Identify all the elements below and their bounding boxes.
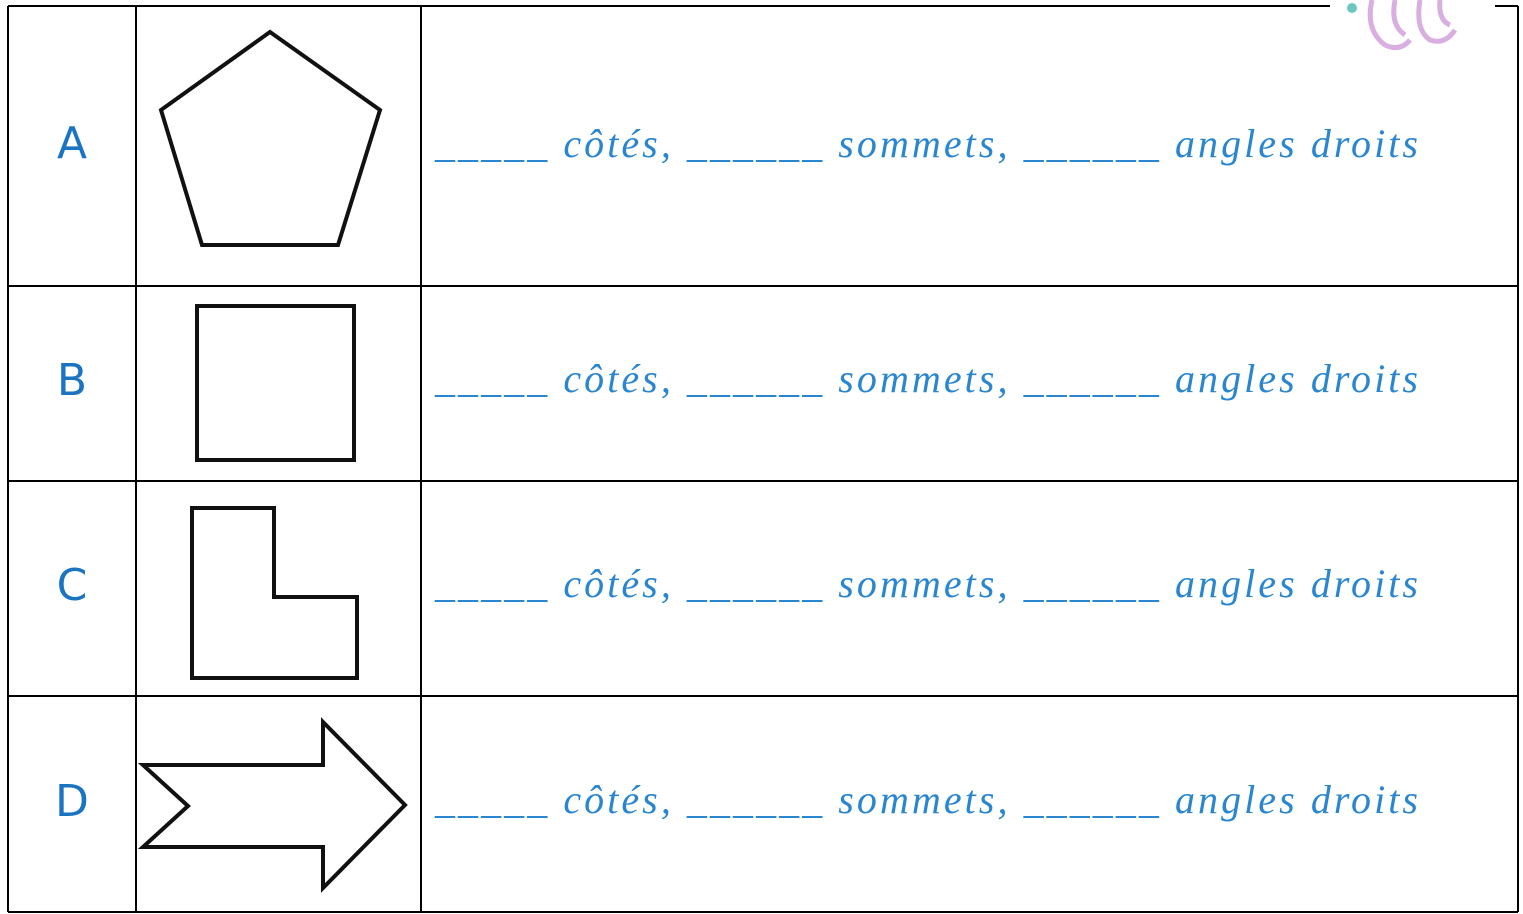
pentagon (158, 29, 383, 247)
logo (1347, 0, 1458, 51)
arrow (137, 717, 408, 893)
row-text: _____ côtés, ______ sommets, ______ angl… (434, 777, 1418, 822)
table-grid (7, 5, 1519, 913)
shapes (137, 29, 408, 893)
row-label: C (57, 560, 88, 611)
row-text: _____ côtés, ______ sommets, ______ angl… (434, 121, 1418, 166)
row-label: D (55, 776, 89, 827)
row-text: _____ côtés, ______ sommets, ______ angl… (434, 561, 1418, 606)
square (195, 304, 356, 462)
row-label: A (57, 118, 87, 169)
row-label: B (57, 355, 87, 406)
row-text: _____ côtés, ______ sommets, ______ angl… (434, 356, 1418, 401)
l-shape (190, 506, 359, 680)
